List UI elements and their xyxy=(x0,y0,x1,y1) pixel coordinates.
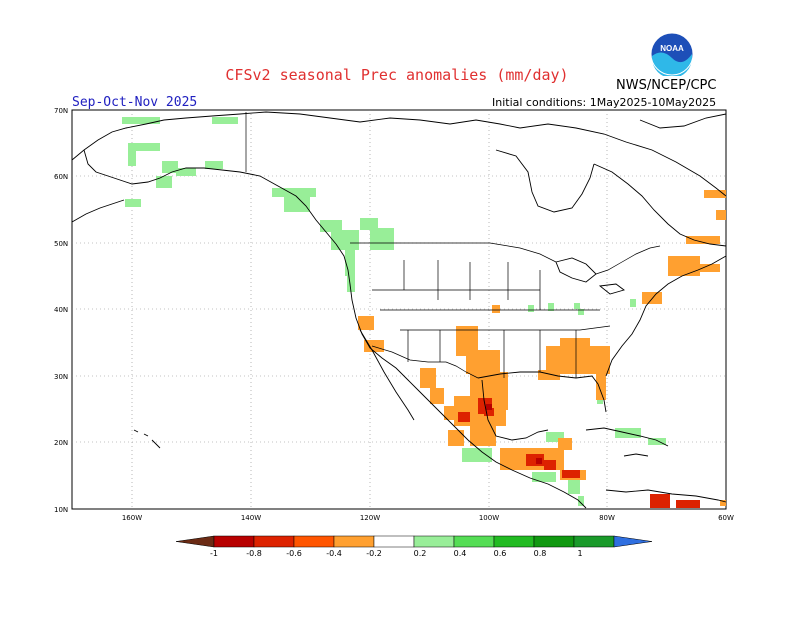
colorbar-segment xyxy=(493,535,535,548)
coastlines xyxy=(71,111,727,509)
colorbar-segment xyxy=(253,535,295,548)
lon-axis-labels: 160W 140W 120W 100W 80W 60W xyxy=(122,514,734,522)
colorbar-tick-label: -0.6 xyxy=(286,549,302,558)
colorbar-segment xyxy=(333,535,375,548)
lon-label: 140W xyxy=(241,514,261,522)
lon-label: 120W xyxy=(360,514,380,522)
noaa-logo: NOAA xyxy=(650,32,694,76)
lat-label: 40N xyxy=(54,306,68,314)
lon-label: 100W xyxy=(479,514,499,522)
lon-label: 80W xyxy=(599,514,615,522)
colorbar-segment xyxy=(373,535,415,548)
borders xyxy=(245,112,661,379)
lat-label: 10N xyxy=(54,506,68,514)
colorbar-left-arrow xyxy=(175,535,215,548)
colorbar-tick-label: -0.2 xyxy=(366,549,382,558)
lat-label: 60N xyxy=(54,173,68,181)
colorbar-right-arrow xyxy=(613,535,653,548)
colorbar-segment xyxy=(293,535,335,548)
colorbar-segment xyxy=(573,535,615,548)
lat-axis-labels: 70N 60N 50N 40N 30N 20N 10N xyxy=(54,107,68,514)
colorbar-segment xyxy=(453,535,495,548)
lat-label: 20N xyxy=(54,439,68,447)
lon-label: 160W xyxy=(122,514,142,522)
colorbar-tick-label: 1 xyxy=(577,549,582,558)
period-label: Sep-Oct-Nov 2025 xyxy=(72,95,198,110)
colorbar-segment xyxy=(213,535,255,548)
lat-label: 30N xyxy=(54,373,68,381)
lon-label: 60W xyxy=(718,514,734,522)
colorbar-tick-label: 0.6 xyxy=(494,549,507,558)
colorbar-tick-label: -1 xyxy=(210,549,218,558)
map-title: CFSv2 seasonal Prec anomalies (mm/day) xyxy=(225,66,569,84)
strong-dry-anomaly-areas xyxy=(458,398,700,508)
colorbar-tick-label: -0.8 xyxy=(246,549,262,558)
initial-conditions-label: Initial conditions: 1May2025-10May2025 xyxy=(492,96,717,109)
lat-label: 70N xyxy=(54,107,68,115)
map-frame xyxy=(71,109,727,510)
svg-text:NOAA: NOAA xyxy=(660,44,684,53)
colorbar-tick-label: 0.4 xyxy=(454,549,467,558)
colorbar-tick-label: 0.2 xyxy=(414,549,427,558)
colorbar-tick-label: 0.8 xyxy=(534,549,547,558)
agency-label: NWS/NCEP/CPC xyxy=(616,78,717,93)
lat-label: 50N xyxy=(54,240,68,248)
colorbar-segment xyxy=(533,535,575,548)
colorbar-segment xyxy=(413,535,455,548)
colorbar-tick-label: -0.4 xyxy=(326,549,342,558)
dry-anomaly-areas xyxy=(358,190,726,506)
colorbar: -1 -0.8 -0.6 -0.4 -0.2 0.2 0.4 0.6 0.8 1 xyxy=(175,535,653,558)
